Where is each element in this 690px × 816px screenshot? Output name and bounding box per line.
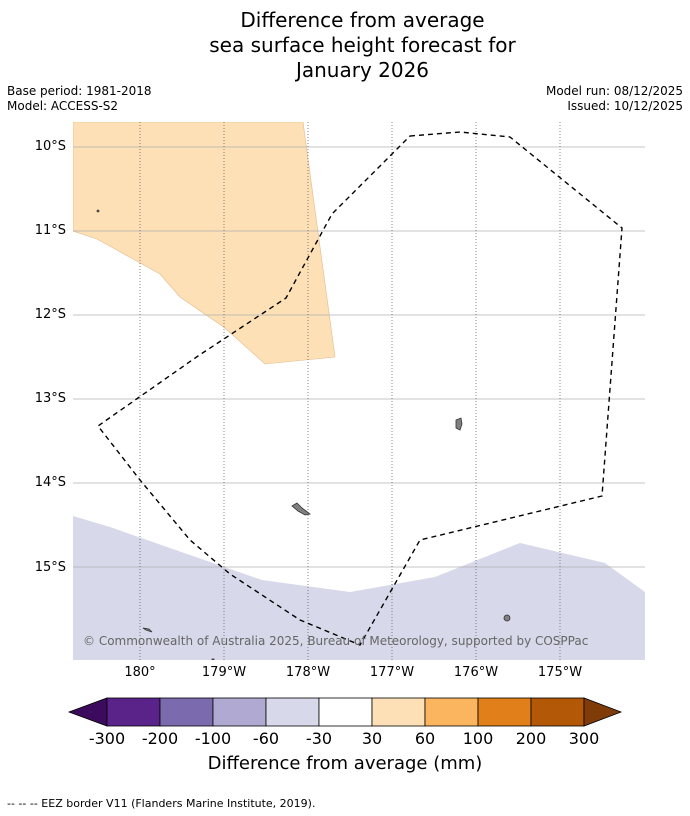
island-south	[503, 614, 511, 622]
colorbar-arrow-high	[583, 697, 623, 727]
negative-anomaly-region	[73, 516, 645, 660]
colorbar-tick-7: 100	[462, 729, 494, 748]
lat-label-13s: 13°S	[34, 391, 66, 406]
colorbar-swatch	[159, 697, 214, 727]
chart-title: Difference from average sea surface heig…	[0, 8, 690, 83]
colorbar-swatch	[424, 697, 479, 727]
latitude-gridlines	[73, 146, 645, 568]
colorbar-tick-0: -300	[88, 729, 126, 748]
model-name: Model: ACCESS-S2	[7, 99, 119, 113]
colorbar	[67, 697, 623, 727]
lat-label-14s: 14°S	[34, 475, 66, 490]
lon-label-177w: 177°W	[369, 665, 415, 680]
lon-label-178w: 178°W	[285, 665, 331, 680]
island-central	[291, 502, 311, 516]
lon-label-175w: 175°W	[537, 665, 583, 680]
lat-label-12s: 12°S	[34, 307, 66, 322]
lat-label-11s: 11°S	[34, 223, 66, 238]
title-line-3: January 2026	[295, 58, 430, 82]
colorbar-tick-8: 200	[515, 729, 547, 748]
lat-label-15s: 15°S	[34, 560, 66, 575]
lon-label-180: 180°	[124, 665, 156, 680]
lon-label-179w: 179°W	[201, 665, 247, 680]
colorbar-swatch	[371, 697, 426, 727]
copyright-notice: © Commonwealth of Australia 2025, Bureau…	[83, 634, 589, 648]
colorbar-swatch	[212, 697, 267, 727]
colorbar-arrow-low	[67, 697, 108, 727]
colorbar-tick-5: 30	[361, 729, 383, 748]
colorbar-swatch	[318, 697, 373, 727]
islet-north	[96, 209, 100, 213]
colorbar-tick-2: -100	[194, 729, 232, 748]
colorbar-swatch	[106, 697, 161, 727]
island-southwest	[142, 627, 153, 633]
islet-bottom	[211, 658, 215, 660]
issued-date: Issued: 10/12/2025	[567, 99, 683, 113]
colorbar-tick-1: -200	[141, 729, 179, 748]
lat-label-10s: 10°S	[34, 139, 66, 154]
colorbar-swatch	[265, 697, 320, 727]
meta-left: Base period: 1981-2018 Model: ACCESS-S2	[7, 84, 152, 114]
colorbar-tick-6: 60	[414, 729, 436, 748]
islands	[96, 209, 511, 660]
island-east	[455, 417, 463, 431]
base-period: Base period: 1981-2018	[7, 84, 152, 98]
eez-border	[96, 131, 623, 646]
model-run: Model run: 08/12/2025	[545, 84, 683, 98]
eez-legend-note: -- -- -- EEZ border V11 (Flanders Marine…	[7, 797, 316, 810]
colorbar-tick-4: -30	[305, 729, 333, 748]
meta-right: Model run: 08/12/2025 Issued: 10/12/2025	[546, 84, 683, 114]
colorbar-title: Difference from average (mm)	[207, 753, 483, 774]
title-line-2: sea surface height forecast for	[209, 33, 516, 57]
lon-label-176w: 176°W	[453, 665, 499, 680]
colorbar-tick-3: -60	[252, 729, 280, 748]
colorbar-swatch	[530, 697, 585, 727]
positive-anomaly-region	[73, 122, 336, 365]
colorbar-swatch	[477, 697, 532, 727]
map-area	[73, 122, 645, 660]
colorbar-tick-9: 300	[568, 729, 600, 748]
title-line-1: Difference from average	[240, 8, 485, 32]
